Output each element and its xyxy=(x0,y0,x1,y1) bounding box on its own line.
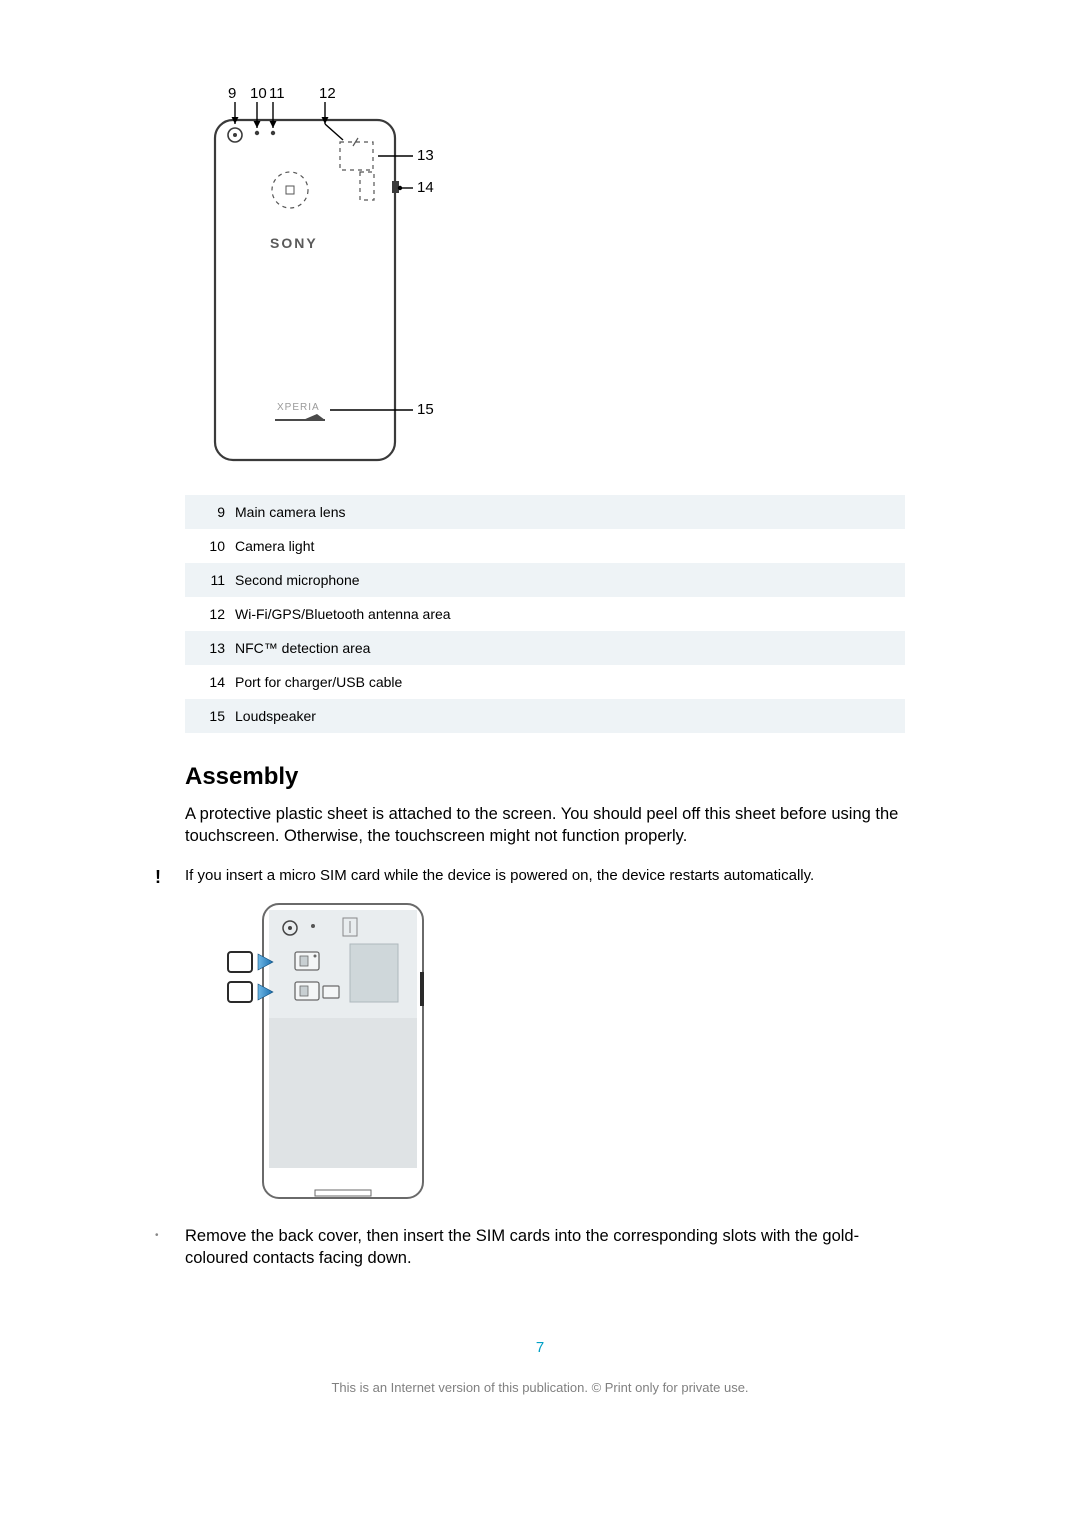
table-row: 11Second microphone xyxy=(185,563,905,597)
svg-text:14: 14 xyxy=(417,179,434,196)
table-row: 12Wi-Fi/GPS/Bluetooth antenna area xyxy=(185,597,905,631)
svg-text:15: 15 xyxy=(417,401,434,418)
footer-copyright: This is an Internet version of this publ… xyxy=(0,1380,1080,1395)
table-row: 9Main camera lens xyxy=(185,495,905,529)
svg-text:SONY: SONY xyxy=(270,235,318,251)
bullet-text: Remove the back cover, then insert the S… xyxy=(185,1225,905,1270)
svg-text:10: 10 xyxy=(250,85,267,102)
part-number: 12 xyxy=(185,597,229,631)
part-number: 14 xyxy=(185,665,229,699)
warning-note: ! If you insert a micro SIM card while t… xyxy=(155,866,905,886)
part-label: Camera light xyxy=(229,529,905,563)
svg-text:XPERIA: XPERIA xyxy=(277,402,320,413)
svg-text:11: 11 xyxy=(269,85,285,102)
table-row: 15Loudspeaker xyxy=(185,699,905,733)
content-column: SONYXPERIA9101112131415 9Main camera len… xyxy=(185,80,905,1269)
assembly-paragraph: A protective plastic sheet is attached t… xyxy=(185,803,905,848)
table-row: 13NFC™ detection area xyxy=(185,631,905,665)
part-label: Wi-Fi/GPS/Bluetooth antenna area xyxy=(229,597,905,631)
part-label: Loudspeaker xyxy=(229,699,905,733)
warning-text: If you insert a micro SIM card while the… xyxy=(185,866,814,886)
page-number: 7 xyxy=(0,1339,1080,1356)
table-row: 14Port for charger/USB cable xyxy=(185,665,905,699)
svg-text:13: 13 xyxy=(417,147,434,164)
bullet-icon: • xyxy=(155,1225,185,1241)
svg-text:9: 9 xyxy=(228,85,236,102)
part-label: Main camera lens xyxy=(229,495,905,529)
assembly-heading: Assembly xyxy=(185,763,905,791)
part-number: 15 xyxy=(185,699,229,733)
warning-icon: ! xyxy=(155,866,185,886)
part-number: 13 xyxy=(185,631,229,665)
part-label: Second microphone xyxy=(229,563,905,597)
svg-text:12: 12 xyxy=(319,85,336,102)
part-number: 11 xyxy=(185,563,229,597)
manual-page: SONYXPERIA9101112131415 9Main camera len… xyxy=(0,0,1080,1435)
parts-table: 9Main camera lens10Camera light11Second … xyxy=(185,495,905,733)
part-label: Port for charger/USB cable xyxy=(229,665,905,699)
instruction-bullet: • Remove the back cover, then insert the… xyxy=(155,1225,905,1270)
table-row: 10Camera light xyxy=(185,529,905,563)
part-number: 9 xyxy=(185,495,229,529)
sim-insert-diagram xyxy=(225,896,905,1211)
part-number: 10 xyxy=(185,529,229,563)
part-label: NFC™ detection area xyxy=(229,631,905,665)
phone-back-diagram: SONY XPERIA 9 1011 12 13 14 15 xyxy=(195,80,905,475)
